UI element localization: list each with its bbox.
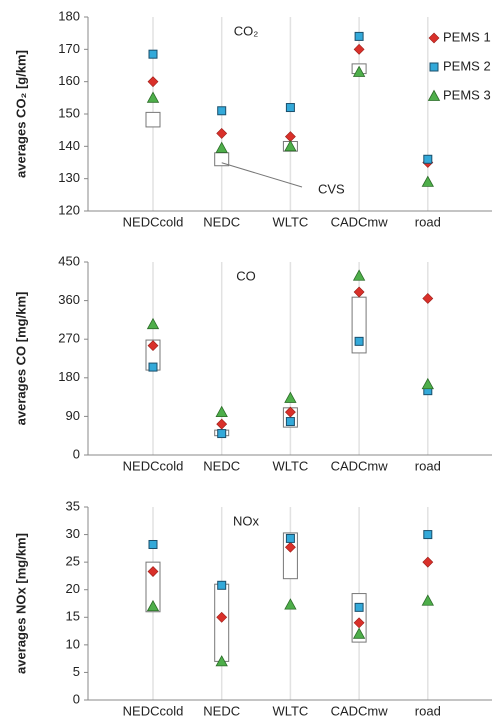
- point: [147, 340, 159, 352]
- y-tick-label: 130: [58, 170, 80, 185]
- x-tick-label: road: [415, 458, 441, 473]
- point: [352, 269, 366, 281]
- y-tick-label: 20: [66, 581, 80, 596]
- y-axis-label: averages NOx [mg/km]: [13, 533, 28, 674]
- point: [421, 175, 434, 187]
- point: [146, 317, 160, 330]
- y-tick-label: 360: [58, 292, 80, 307]
- x-tick-label: CADCmw: [331, 703, 389, 718]
- x-tick-label: NEDCcold: [123, 703, 184, 718]
- cvs-box: [145, 561, 161, 613]
- point: [216, 611, 228, 623]
- legend-marker: [428, 32, 440, 44]
- legend-label: PEMS 1: [443, 29, 491, 44]
- point: [217, 580, 227, 590]
- legend-label: PEMS 2: [443, 58, 491, 73]
- panel-title: CO: [236, 268, 256, 283]
- x-tick-label: NEDCcold: [123, 214, 184, 229]
- y-tick-label: 90: [66, 408, 80, 423]
- y-tick-label: 10: [66, 636, 80, 651]
- legend-label: PEMS 3: [443, 87, 491, 102]
- y-tick-label: 150: [58, 105, 80, 120]
- point: [284, 140, 297, 152]
- point: [421, 377, 434, 390]
- point: [217, 106, 227, 116]
- point: [216, 127, 228, 139]
- x-tick-label: NEDC: [203, 458, 240, 473]
- y-tick-label: 270: [58, 331, 80, 346]
- point: [353, 43, 365, 55]
- point: [148, 49, 158, 59]
- y-tick-label: 180: [58, 369, 80, 384]
- x-tick-label: CADCmw: [331, 458, 389, 473]
- y-tick-label: 160: [58, 73, 80, 88]
- point: [215, 405, 228, 418]
- x-tick-label: WLTC: [272, 703, 308, 718]
- point: [421, 594, 434, 606]
- point: [285, 103, 295, 113]
- y-tick-label: 25: [66, 554, 80, 569]
- y-tick-label: 140: [58, 138, 80, 153]
- point: [148, 362, 158, 372]
- point: [284, 598, 297, 610]
- point: [148, 539, 158, 549]
- y-tick-label: 5: [73, 664, 80, 679]
- y-axis-label: averages CO [mg/km]: [13, 292, 28, 426]
- point: [422, 556, 434, 568]
- point: [354, 602, 364, 612]
- y-tick-label: 15: [66, 609, 80, 624]
- point: [352, 627, 366, 639]
- y-tick-label: 0: [73, 691, 80, 706]
- cvs-box: [214, 583, 230, 662]
- point: [354, 31, 364, 41]
- point: [354, 336, 364, 346]
- annotation-line: [221, 162, 303, 188]
- x-tick-label: WLTC: [272, 214, 308, 229]
- annotation: CVS: [318, 181, 345, 196]
- legend-marker: [427, 89, 441, 101]
- point: [284, 391, 297, 403]
- point: [352, 65, 366, 77]
- point: [215, 655, 228, 667]
- point: [422, 293, 434, 304]
- cvs-box: [282, 532, 298, 580]
- x-tick-label: NEDC: [203, 703, 240, 718]
- x-tick-label: CADCmw: [331, 214, 389, 229]
- cvs-box: [145, 111, 161, 128]
- x-tick-label: NEDC: [203, 214, 240, 229]
- x-tick-label: road: [415, 214, 441, 229]
- y-tick-label: 35: [66, 498, 80, 513]
- point: [285, 533, 295, 543]
- y-tick-label: 450: [58, 253, 80, 268]
- y-tick-label: 0: [73, 446, 80, 461]
- y-tick-label: 170: [58, 41, 80, 56]
- point: [146, 599, 160, 612]
- point: [285, 417, 295, 427]
- point: [217, 429, 227, 439]
- legend-marker: [429, 62, 439, 72]
- y-axis-label: averages CO₂ [g/km]: [13, 50, 28, 178]
- point: [423, 530, 433, 540]
- point: [423, 154, 433, 164]
- point: [284, 541, 296, 553]
- y-tick-label: 180: [58, 8, 80, 23]
- y-tick-label: 30: [66, 526, 80, 541]
- point: [215, 141, 228, 153]
- point: [216, 418, 228, 430]
- point: [353, 286, 365, 298]
- y-tick-label: 120: [58, 202, 80, 217]
- panel-title: CO₂: [234, 23, 259, 38]
- x-tick-label: road: [415, 703, 441, 718]
- point: [147, 76, 159, 88]
- x-tick-label: NEDCcold: [123, 458, 184, 473]
- x-tick-label: WLTC: [272, 458, 308, 473]
- point: [147, 566, 159, 577]
- panel-title: NOx: [233, 513, 260, 528]
- point: [146, 91, 160, 103]
